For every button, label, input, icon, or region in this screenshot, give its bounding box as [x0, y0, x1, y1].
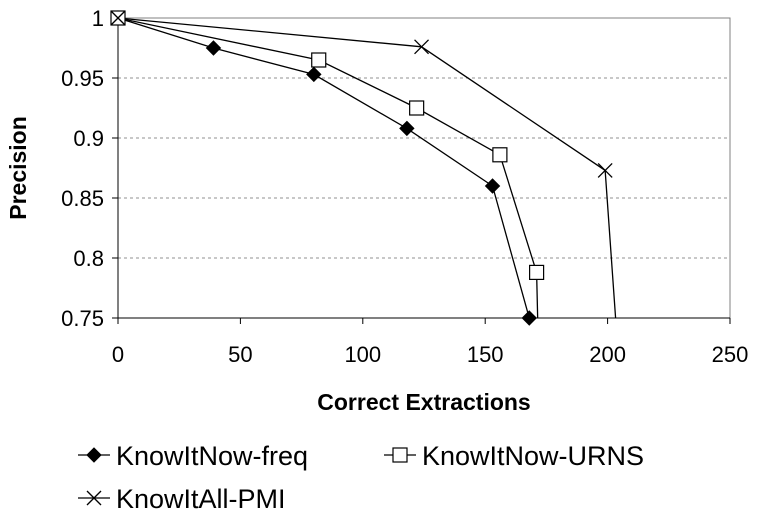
point-knowitall-pmi-1 — [414, 39, 430, 55]
point-knowitnow-freq-1 — [205, 40, 222, 56]
legend-marker-knowitnow-freq — [86, 447, 102, 463]
legend-item-knowitnow-urns: KnowItNow-URNS — [384, 441, 644, 471]
legend-marker-knowitall-pmi — [86, 490, 102, 506]
series-line-knowitall-pmi — [118, 18, 617, 318]
y-tick-label-3: 0.9 — [73, 126, 104, 151]
point-knowitnow-freq-5 — [521, 310, 537, 326]
legend-label-knowitnow-freq: KnowItNow-freq — [116, 441, 308, 471]
y-tick-label-1: 0.8 — [73, 246, 104, 271]
point-knowitall-pmi-0 — [110, 10, 126, 26]
point-knowitall-pmi-2 — [597, 162, 613, 178]
marker-group — [110, 10, 613, 326]
point-knowitnow-urns-1 — [311, 52, 327, 68]
point-knowitnow-freq-4 — [484, 178, 501, 194]
legend: KnowItNow-freq KnowItNow-URNS KnowItAll-PM… — [78, 441, 644, 513]
y-tick-label-2: 0.85 — [61, 186, 104, 211]
x-tick-label-2: 100 — [344, 342, 381, 367]
plot-area — [117, 17, 731, 319]
point-knowitnow-freq-2 — [306, 66, 322, 83]
y-axis-title: Precision — [5, 116, 31, 220]
x-tick-labels: 0 50 100 150 200 250 — [112, 342, 748, 367]
x-tick-label-0: 0 — [112, 342, 124, 367]
x-tick-label-1: 50 — [228, 342, 252, 367]
y-tick-label-4: 0.95 — [61, 66, 104, 91]
point-knowitnow-urns-4 — [529, 264, 545, 280]
x-tick-label-5: 250 — [712, 342, 749, 367]
x-axis-title: Correct Extractions — [317, 389, 530, 415]
series-line-knowitnow-urns — [118, 18, 539, 318]
legend-item-knowitnow-freq: KnowItNow-freq — [78, 441, 308, 471]
point-knowitnow-urns-2 — [409, 100, 425, 116]
legend-item-knowitall-pmi: KnowItAll-PMI — [78, 484, 286, 513]
gridlines — [118, 77, 730, 259]
y-tick-labels: 0.75 0.8 0.85 0.9 0.95 1 — [61, 6, 104, 331]
y-tick-label-0: 0.75 — [61, 306, 104, 331]
axes — [112, 17, 731, 324]
legend-marker-knowitnow-urns — [392, 447, 408, 463]
point-knowitnow-urns-3 — [492, 147, 508, 163]
y-tick-label-5: 1 — [92, 6, 104, 31]
legend-label-knowitnow-urns: KnowItNow-URNS — [422, 441, 644, 471]
point-knowitnow-freq-3 — [399, 120, 415, 137]
x-tick-label-3: 150 — [467, 342, 504, 367]
legend-label-knowitall-pmi: KnowItAll-PMI — [116, 484, 286, 513]
x-tick-label-4: 200 — [589, 342, 626, 367]
